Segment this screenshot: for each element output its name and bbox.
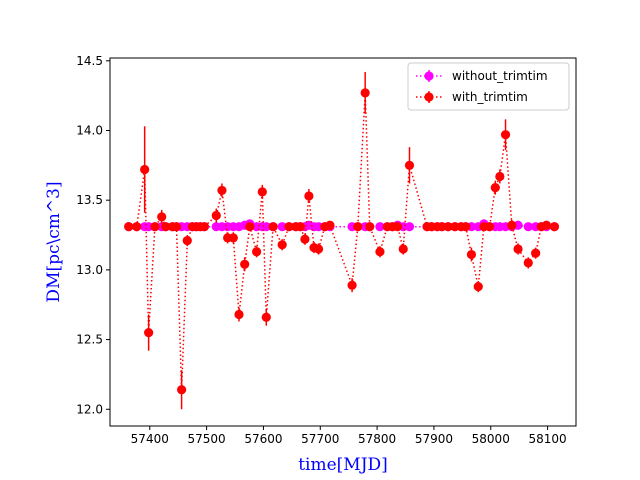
data-point — [261, 222, 271, 232]
data-point — [541, 220, 552, 230]
legend-marker — [424, 92, 434, 102]
data-point — [252, 247, 262, 257]
data-point — [277, 222, 287, 232]
data-point — [268, 222, 278, 232]
data-point — [500, 130, 511, 140]
y-tick-label: 12.5 — [76, 333, 103, 347]
y-tick-label: 12.0 — [76, 402, 103, 416]
data-point — [245, 222, 255, 232]
data-point — [284, 222, 294, 232]
data-point — [277, 240, 287, 250]
data-point — [211, 210, 221, 221]
data-point — [171, 222, 182, 232]
data-point — [461, 222, 471, 232]
series-with_trimtim — [124, 71, 560, 410]
legend-label: without_trimtim — [452, 69, 548, 83]
data-point — [304, 191, 314, 201]
legend-marker — [424, 71, 434, 81]
data-point — [150, 222, 160, 232]
data-point — [523, 222, 533, 232]
data-point — [485, 222, 495, 232]
x-tick-label: 58100 — [528, 432, 566, 446]
data-point — [177, 385, 187, 395]
plot-frame — [109, 57, 577, 427]
data-point — [240, 259, 250, 269]
data-point — [404, 222, 415, 232]
plot-area — [124, 71, 560, 410]
data-point — [375, 247, 385, 257]
data-point — [325, 220, 335, 230]
y-tick-label: 14.5 — [76, 54, 103, 68]
data-point — [217, 185, 227, 196]
data-point — [257, 187, 267, 197]
x-tick-label: 57600 — [244, 432, 282, 446]
y-axis-label: DM[pc\cm^3] — [44, 181, 64, 302]
data-point — [140, 164, 150, 175]
data-point — [473, 282, 483, 292]
data-point — [313, 244, 324, 254]
data-point — [507, 220, 517, 230]
data-point — [161, 222, 171, 232]
data-point — [300, 234, 310, 244]
data-point — [398, 244, 408, 254]
data-point — [365, 222, 375, 232]
data-point — [182, 236, 192, 246]
x-tick-label: 57400 — [131, 432, 169, 446]
data-point — [347, 280, 357, 290]
data-point — [404, 160, 415, 170]
data-point — [466, 249, 477, 260]
x-tick-label: 57500 — [188, 432, 226, 446]
data-point — [132, 222, 142, 232]
data-point — [523, 258, 533, 268]
x-tick-label: 57900 — [415, 432, 453, 446]
data-point — [124, 222, 134, 232]
data-point — [531, 248, 541, 258]
y-axis-ticks: 12.0 12.5 13.0 13.5 14.0 14.5 — [76, 54, 110, 416]
data-point — [360, 88, 370, 98]
x-tick-label: 57700 — [301, 432, 339, 446]
y-tick-label: 13.5 — [76, 193, 103, 207]
data-point — [392, 222, 403, 232]
data-point — [157, 212, 167, 222]
data-point — [144, 328, 154, 338]
y-tick-label: 13.0 — [76, 263, 103, 277]
data-point — [513, 244, 523, 254]
data-point — [199, 222, 209, 232]
x-tick-label: 57800 — [358, 432, 396, 446]
data-point — [353, 222, 363, 232]
x-axis-label: time[MJD] — [298, 455, 388, 475]
legend: without_trimtim with_trimtim — [407, 62, 570, 111]
legend-label: with_trimtim — [452, 90, 528, 104]
x-axis-ticks: 57400 57500 57600 57700 57800 57900 58000 58100 — [131, 426, 567, 446]
data-point — [549, 222, 560, 232]
data-point — [234, 309, 244, 320]
y-tick-label: 14.0 — [76, 123, 103, 137]
data-point — [375, 222, 385, 232]
x-tick-label: 58000 — [472, 432, 510, 446]
data-point — [295, 222, 305, 232]
data-point — [261, 312, 271, 322]
data-point — [443, 222, 453, 232]
data-point — [490, 183, 500, 193]
data-point — [228, 233, 238, 243]
data-point — [495, 171, 505, 182]
legend-box — [407, 62, 570, 111]
